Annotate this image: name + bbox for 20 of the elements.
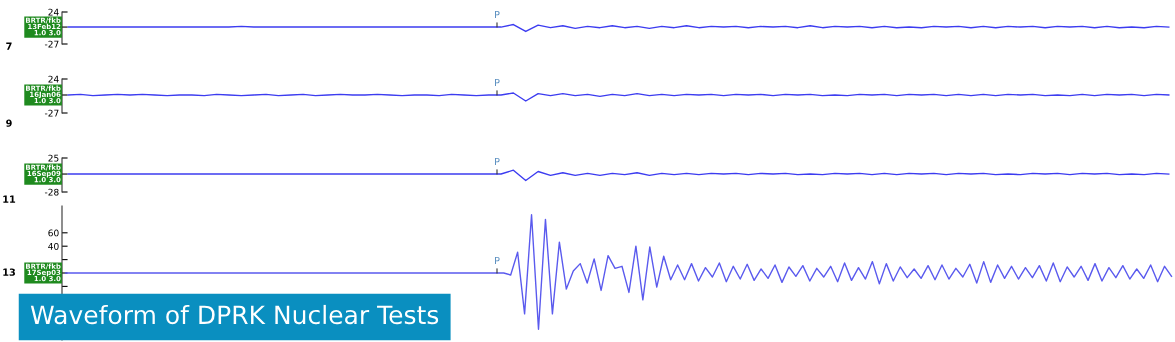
annotation: P bbox=[495, 78, 500, 87]
y-tick-label: 25 bbox=[48, 154, 59, 162]
text: Waveform of DPRK Nuclear Tests bbox=[30, 304, 439, 325]
text: 9 bbox=[6, 119, 12, 127]
text: 13 bbox=[3, 268, 15, 276]
y-tick-label: 40 bbox=[48, 242, 59, 250]
line-series bbox=[67, 169, 1170, 182]
annotation: P bbox=[495, 157, 500, 166]
y-tick-label: -27 bbox=[44, 109, 59, 117]
annotation: P bbox=[495, 256, 500, 265]
y-tick-label: -28 bbox=[44, 188, 59, 196]
y-tick-label: 24 bbox=[48, 75, 59, 83]
annotation: P bbox=[495, 11, 500, 19]
y-tick-label: 24 bbox=[48, 8, 59, 16]
line-series bbox=[67, 92, 1170, 102]
y-tick-label: -27 bbox=[44, 40, 59, 48]
line-series bbox=[67, 23, 1170, 33]
text: 7 bbox=[6, 42, 12, 50]
text: 11 bbox=[3, 195, 16, 203]
y-tick-label: 60 bbox=[48, 229, 59, 237]
